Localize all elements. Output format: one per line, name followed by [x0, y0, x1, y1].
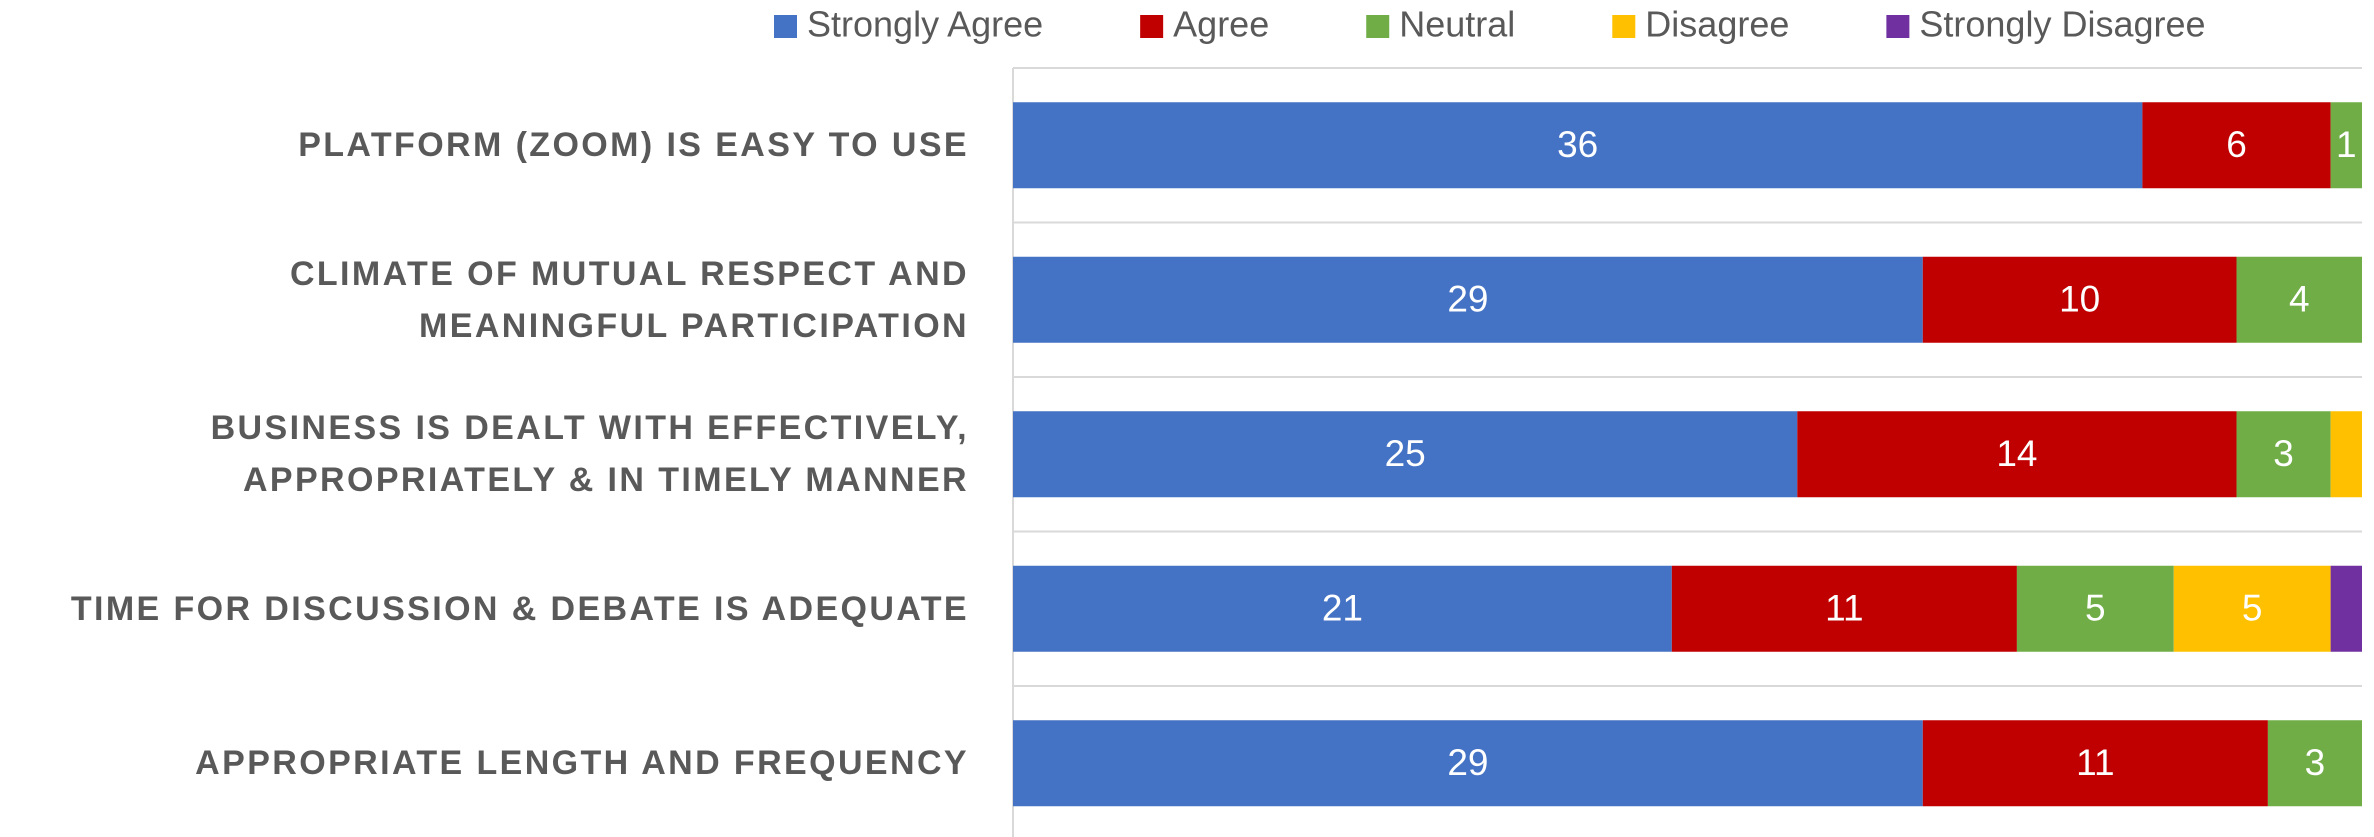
data-label: 29	[1447, 279, 1488, 320]
legend-label: Neutral	[1399, 4, 1515, 45]
category-label: APPROPRIATE LENGTH AND FREQUENCY	[195, 744, 969, 783]
legend-swatch	[1886, 15, 1910, 38]
bar-segment	[2236, 411, 2331, 498]
data-label: 10	[2059, 279, 2100, 320]
data-label: 3	[2273, 433, 2294, 474]
data-label: 5	[2242, 588, 2263, 629]
data-label: 1	[2336, 124, 2357, 165]
data-label: 4	[2289, 279, 2310, 320]
category-label: CLIMATE OF MUTUAL RESPECT AND MEANINGFUL…	[289, 254, 969, 345]
bar-segment	[1013, 102, 2143, 189]
bar-segment	[2142, 102, 2331, 189]
category-label: TIME FOR DISCUSSION & DEBATE IS ADEQUATE	[70, 589, 969, 628]
bar-segment	[2330, 411, 2362, 498]
bar-segment	[1797, 411, 2237, 498]
data-label: 14	[1996, 433, 2037, 474]
data-label: 5	[2085, 588, 2106, 629]
bar-segment	[1013, 720, 1923, 807]
legend-label: Strongly Disagree	[1919, 4, 2205, 45]
bar-segment	[2016, 565, 2174, 652]
legend-label: Disagree	[1645, 4, 1789, 45]
bar-segment	[2236, 256, 2362, 343]
data-label: 11	[1825, 588, 1863, 629]
bar-segment	[2330, 565, 2362, 652]
bar-segment	[1922, 720, 2268, 807]
bar-segment	[2267, 720, 2362, 807]
bar-segment	[1922, 256, 2237, 343]
data-label: 29	[1447, 742, 1488, 783]
data-label: 21	[1322, 588, 1363, 629]
legend-swatch	[774, 15, 797, 38]
category-label: PLATFORM (ZOOM) IS EASY TO USE	[298, 126, 969, 165]
data-label: 11	[2076, 742, 2114, 783]
category-label: BUSINESS IS DEALT WITH EFFECTIVELY, APPR…	[210, 409, 969, 500]
bar-segment	[1013, 256, 1923, 343]
bar-segment	[1671, 565, 2017, 652]
data-label: 3	[2305, 742, 2326, 783]
bar-segment	[1013, 411, 1798, 498]
bar-segment	[2173, 565, 2331, 652]
bar-segment	[2330, 102, 2362, 189]
legend-label: Strongly Agree	[807, 4, 1043, 45]
legend-swatch	[1140, 15, 1164, 38]
legend-swatch	[1612, 15, 1636, 38]
data-label: 36	[1557, 124, 1598, 165]
data-label: 6	[2226, 124, 2247, 165]
bar-segment	[1013, 565, 1672, 652]
legend-swatch	[1366, 15, 1390, 38]
legend-label: Agree	[1173, 4, 1269, 45]
data-label: 25	[1385, 433, 1426, 474]
